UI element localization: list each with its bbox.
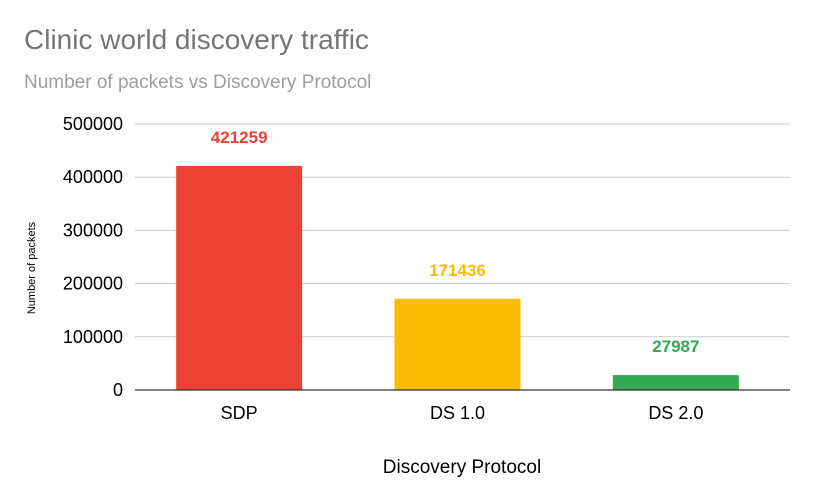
- bar: [612, 375, 739, 390]
- x-tick-label: DS 1.0: [430, 403, 485, 423]
- y-axis-ticks: 0 100000 200000 300000 400000 500000: [63, 114, 123, 400]
- data-label: 27987: [652, 337, 699, 356]
- y-axis-label: Number of packets: [26, 221, 38, 314]
- y-tick-label: 300000: [63, 220, 123, 240]
- y-tick-label: 200000: [63, 274, 123, 294]
- chart-subtitle: Number of packets vs Discovery Protocol: [24, 72, 372, 93]
- x-axis-label: Discovery Protocol: [383, 457, 541, 478]
- bar: [176, 165, 303, 390]
- x-tick-label: DS 2.0: [648, 403, 703, 423]
- y-tick-label: 100000: [63, 327, 123, 347]
- y-tick-label: 500000: [63, 114, 123, 134]
- bar: [394, 298, 521, 390]
- data-label: 171436: [429, 261, 486, 280]
- data-label: 421259: [211, 128, 268, 147]
- chart-title: Clinic world discovery traffic: [24, 24, 369, 55]
- data-labels: 421259 171436 27987: [211, 128, 700, 356]
- bars: [176, 165, 739, 390]
- x-tick-label: SDP: [221, 403, 258, 423]
- x-axis-ticks: SDP DS 1.0 DS 2.0: [221, 403, 704, 423]
- y-tick-label: 400000: [63, 167, 123, 187]
- y-tick-label: 0: [113, 380, 123, 400]
